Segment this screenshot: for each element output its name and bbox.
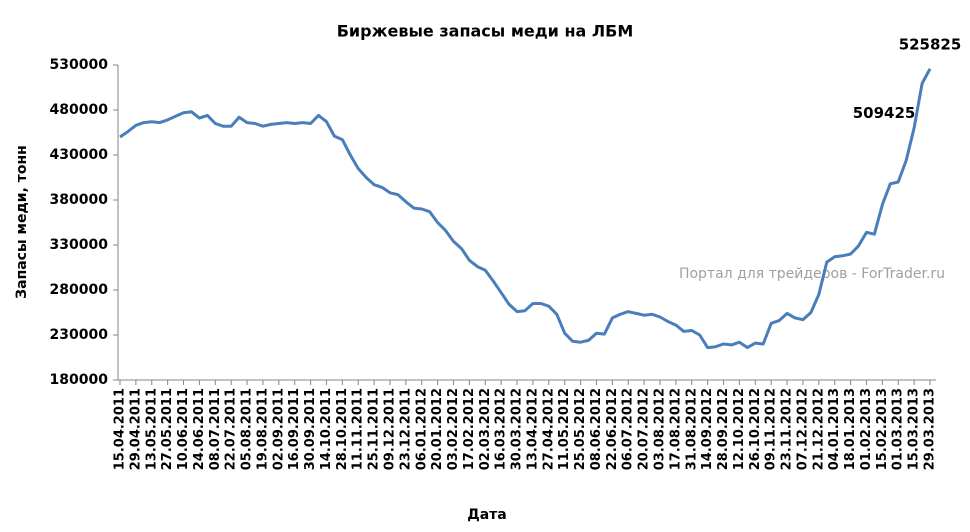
x-tick-label: 02.03.2012 [478, 388, 493, 470]
x-tick-label: 16.03.2012 [494, 388, 509, 470]
y-tick-label: 180000 [50, 372, 109, 388]
x-tick-label: 09.12.2011 [383, 388, 398, 470]
y-tick-label: 230000 [50, 327, 109, 343]
x-tick-label: 25.11.2011 [367, 388, 382, 470]
y-tick-label: 530000 [50, 57, 109, 73]
x-tick-label: 21.12.2012 [811, 388, 826, 470]
x-tick-label: 26.10.2012 [748, 388, 763, 470]
x-tick-label: 20.07.2012 [637, 388, 652, 470]
x-tick-label: 27.05.2011 [160, 388, 175, 470]
x-tick-label: 25.05.2012 [573, 388, 588, 470]
x-tick-label: 11.05.2012 [557, 388, 572, 470]
x-tick-label: 13.04.2012 [525, 388, 540, 470]
x-tick-label: 15.02.2013 [875, 388, 890, 470]
x-tick-label: 12.10.2012 [732, 388, 747, 470]
y-tick-label: 480000 [50, 102, 109, 118]
x-tick-label: 30.09.2011 [303, 388, 318, 470]
x-tick-label: 20.01.2012 [430, 388, 445, 470]
x-tick-label: 23.11.2012 [780, 388, 795, 470]
data-line [119, 68, 932, 350]
data-label: 525825 [899, 35, 962, 53]
x-tick-label: 22.07.2011 [224, 388, 239, 470]
x-tick-label: 22.06.2012 [605, 388, 620, 470]
x-tick-label: 30.03.2012 [510, 388, 525, 470]
x-tick-label: 19.08.2011 [255, 388, 270, 470]
x-tick-label: 01.03.2013 [891, 388, 906, 470]
x-tick-label: 15.04.2011 [113, 388, 128, 470]
chart-title: Биржевые запасы меди на ЛБМ [337, 22, 634, 41]
x-tick-label: 10.06.2011 [176, 388, 191, 470]
x-tick-label: 31.08.2012 [684, 388, 699, 470]
x-tick-label: 24.06.2011 [192, 388, 207, 470]
x-tick-label: 29.04.2011 [128, 388, 143, 470]
x-tick-label: 05.08.2011 [240, 388, 255, 470]
x-tick-label: 07.12.2012 [795, 388, 810, 470]
x-tick-label: 03.08.2012 [653, 388, 668, 470]
x-tick-label: 23.12.2011 [398, 388, 413, 470]
x-tick-label: 08.06.2012 [589, 388, 604, 470]
x-tick-label: 03.02.2012 [446, 388, 461, 470]
x-tick-label: 11.11.2011 [351, 388, 366, 470]
x-tick-label: 04.01.2013 [827, 388, 842, 470]
x-tick-label: 18.01.2013 [843, 388, 858, 470]
y-tick-label: 330000 [50, 237, 109, 253]
x-tick-label: 17.08.2012 [668, 388, 683, 470]
x-tick-label: 14.10.2011 [319, 388, 334, 470]
x-axis-label: Дата [467, 507, 506, 523]
x-tick-label: 13.05.2011 [144, 388, 159, 470]
watermark: Портал для трейдеров - ForTrader.ru [679, 266, 945, 282]
x-tick-label: 02.09.2011 [271, 388, 286, 470]
x-tick-label: 16.09.2011 [287, 388, 302, 470]
x-tick-label: 28.10.2011 [335, 388, 350, 470]
x-tick-label: 17.02.2012 [462, 388, 477, 470]
y-tick-label: 430000 [50, 147, 109, 163]
x-tick-label: 06.01.2012 [414, 388, 429, 470]
y-tick-label: 280000 [50, 282, 109, 298]
x-tick-label: 27.04.2012 [541, 388, 556, 470]
x-tick-label: 08.07.2011 [208, 388, 223, 470]
x-tick-label: 28.09.2012 [716, 388, 731, 470]
x-tick-label: 09.11.2012 [764, 388, 779, 470]
x-tick-label: 29.03.2013 [923, 388, 938, 470]
x-tick-label: 15.03.2013 [907, 388, 922, 470]
data-label: 509425 [853, 104, 916, 122]
x-tick-label: 01.02.2013 [859, 388, 874, 470]
x-tick-label: 06.07.2012 [621, 388, 636, 470]
x-tick-label: 14.09.2012 [700, 388, 715, 470]
y-axis-label: Запасы меди, тонн [14, 145, 30, 299]
y-tick-label: 380000 [50, 192, 109, 208]
